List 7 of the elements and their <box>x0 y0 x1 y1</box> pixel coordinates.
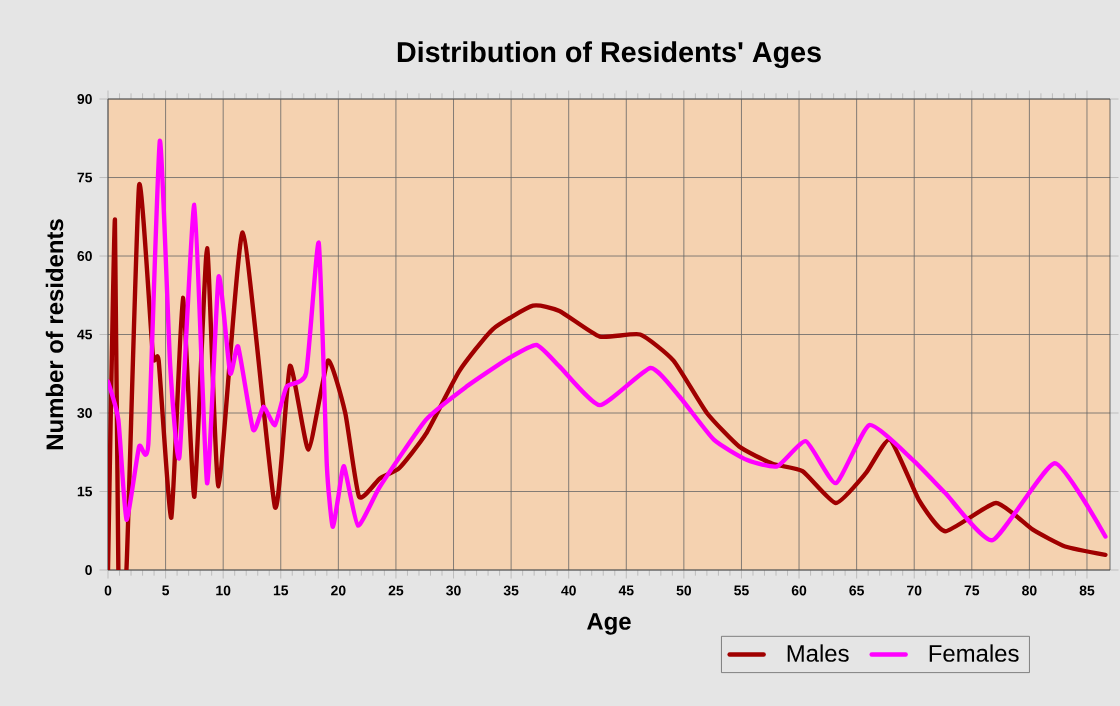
legend-label: Males <box>787 644 849 662</box>
x-axis-title: Age <box>587 613 631 635</box>
legend-label: Females <box>929 644 1019 662</box>
line-series <box>108 138 1108 543</box>
y-axis-title: Number of residents <box>45 219 64 450</box>
line-series <box>108 183 1108 570</box>
chart-title: Distribution of Residents' Ages <box>397 41 821 69</box>
